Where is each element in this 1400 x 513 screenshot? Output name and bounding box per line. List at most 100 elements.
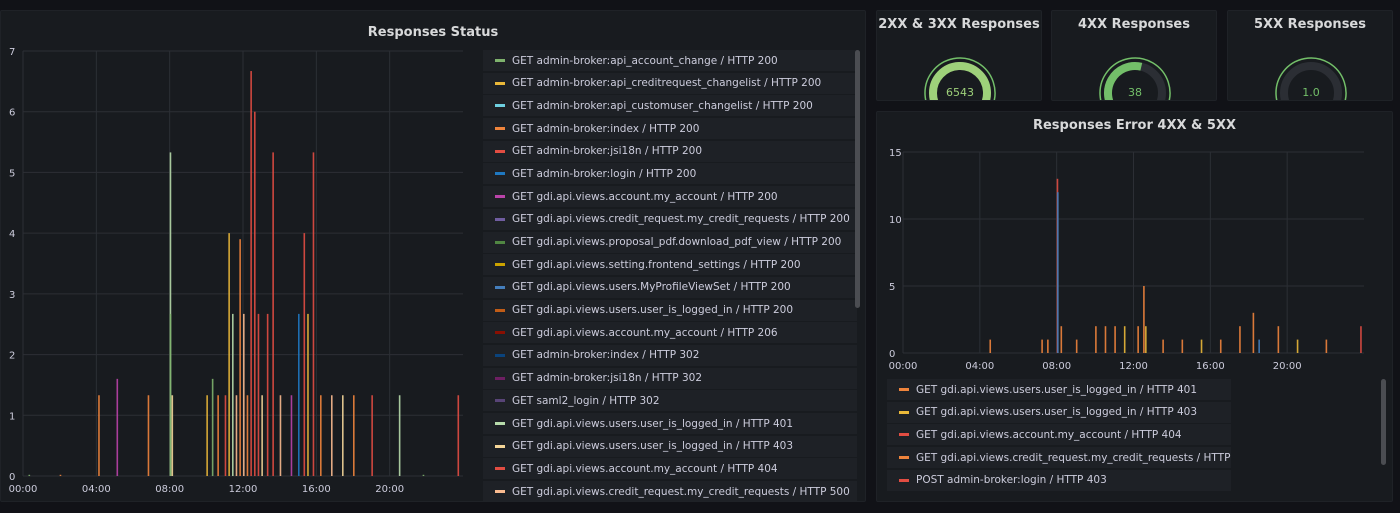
y-tick-label: 4	[9, 229, 15, 240]
x-tick-label: 04:00	[965, 361, 994, 372]
chart-bar	[303, 233, 306, 476]
chart-bar	[1325, 339, 1328, 353]
panel-title: Responses Status	[367, 25, 499, 40]
legend-item[interactable]: GET admin-broker:jsi18n / HTTP 200	[483, 140, 857, 162]
legend-item[interactable]: GET gdi.api.views.proposal_pdf.download_…	[483, 231, 857, 253]
chart-bar	[457, 395, 460, 476]
gauge-value: 38	[1128, 86, 1142, 99]
legend-item[interactable]: GET gdi.api.views.users.user_is_logged_i…	[483, 435, 857, 457]
chart-bar	[1143, 286, 1145, 353]
legend-label: GET admin-broker:api_customuser_changeli…	[512, 99, 813, 112]
legend-item[interactable]: GET gdi.api.views.users.user_is_logged_i…	[887, 401, 1231, 423]
legend-label: POST admin-broker:login / HTTP 403	[916, 474, 1107, 487]
chart-bar	[239, 239, 241, 476]
legend-item[interactable]: POST admin-broker:login / HTTP 403	[887, 469, 1231, 491]
chart-bar	[1200, 339, 1203, 353]
gauge-threshold-ok	[924, 57, 996, 100]
legend-item[interactable]: GET gdi.api.views.account.my_account / H…	[483, 458, 857, 480]
legend-item[interactable]: GET gdi.api.views.account.my_account / H…	[483, 322, 857, 344]
chart-bar	[147, 395, 150, 476]
legend-swatch	[495, 376, 505, 380]
legend-item[interactable]: GET gdi.api.views.users.user_is_logged_i…	[483, 299, 857, 321]
legend-item[interactable]: GET gdi.api.views.credit_request.my_cred…	[483, 481, 857, 501]
gauge-track	[1280, 62, 1342, 100]
legend-item[interactable]: GET admin-broker:jsi18n / HTTP 302	[483, 367, 857, 389]
legend-label: GET gdi.api.views.users.user_is_logged_i…	[916, 383, 1198, 396]
legend-swatch	[899, 388, 909, 391]
legend-scrollbar[interactable]	[1381, 379, 1386, 465]
chart-bar	[1145, 326, 1147, 353]
chart-bar	[235, 395, 238, 476]
chart-bar	[1047, 339, 1049, 353]
y-tick-label: 3	[9, 290, 15, 301]
chart-bar	[422, 474, 425, 476]
chart-bar	[290, 395, 293, 476]
chart-bar	[353, 395, 355, 476]
legend-label: GET gdi.api.views.users.user_is_logged_i…	[916, 406, 1198, 419]
panel-title: 4XX Responses	[1078, 17, 1190, 32]
legend-item[interactable]: GET admin-broker:api_creditrequest_chang…	[483, 72, 857, 94]
chart-bar	[257, 313, 260, 476]
responses-status-chart: 0 1 2 3 4 5 6 7 00:00 04:00 08:00 12:00 16:00 20:00	[9, 47, 463, 495]
legend-swatch	[495, 104, 505, 108]
chart-bar	[989, 339, 992, 353]
legend-label: GET gdi.api.views.account.my_account / H…	[512, 462, 778, 475]
responses-error-chart: 0 5 10 15 00:00 04:00 08:00 12:00 16:00 20:00	[889, 148, 1364, 372]
legend-item[interactable]: GET gdi.api.views.users.MyProfileViewSet…	[483, 276, 857, 298]
legend-scrollbar[interactable]	[855, 50, 860, 308]
legend-item[interactable]: GET gdi.api.views.account.my_account / H…	[483, 186, 857, 208]
legend-item[interactable]: GET gdi.api.views.users.user_is_logged_i…	[887, 379, 1231, 400]
chart-bar	[342, 395, 344, 476]
legend-item[interactable]: GET admin-broker:api_account_change / HT…	[483, 50, 857, 71]
gauge-5xx-panel: 5XX Responses 1.0	[1227, 10, 1393, 101]
chart-bar	[266, 313, 269, 476]
legend-swatch	[495, 331, 505, 335]
chart-bar	[171, 395, 174, 476]
legend-label: GET gdi.api.views.account.my_account / H…	[512, 326, 778, 339]
chart-bar	[298, 313, 300, 476]
legend-swatch	[495, 263, 505, 267]
y-tick-label: 2	[9, 351, 15, 362]
legend-swatch	[495, 467, 505, 471]
chart-bar	[1360, 326, 1362, 353]
y-tick-label: 15	[889, 148, 902, 159]
legend-item[interactable]: GET saml2_login / HTTP 302	[483, 390, 857, 412]
legend-item[interactable]: GET gdi.api.views.account.my_account / H…	[887, 424, 1231, 446]
responses-error-legend: GET gdi.api.views.users.user_is_logged_i…	[887, 379, 1231, 497]
legend-item[interactable]: GET gdi.api.views.users.user_is_logged_i…	[483, 413, 857, 434]
x-tick-label: 20:00	[1273, 361, 1302, 372]
legend-swatch	[495, 399, 505, 403]
legend-item[interactable]: GET admin-broker:api_customuser_changeli…	[483, 95, 857, 117]
chart-bar	[1123, 326, 1126, 353]
legend-label: GET gdi.api.views.credit_request.my_cred…	[512, 213, 850, 226]
y-tick-label: 5	[889, 282, 895, 293]
legend-label: GET gdi.api.views.users.user_is_logged_i…	[512, 417, 794, 430]
chart-bar	[1137, 326, 1139, 353]
legend-label: GET admin-broker:index / HTTP 302	[512, 349, 700, 362]
legend-swatch	[495, 59, 505, 62]
x-tick-label: 08:00	[1042, 361, 1071, 372]
responses-error-panel: Responses Error 4XX & 5XX 0 5 10 15 00:00 04:…	[876, 111, 1393, 502]
chart-bar	[1239, 326, 1241, 353]
legend-swatch	[495, 149, 505, 153]
legend-item[interactable]: GET admin-broker:index / HTTP 302	[483, 344, 857, 366]
x-tick-label: 12:00	[229, 484, 258, 495]
responses-status-panel: Responses Status 0 1 2 3 4 5 6 7 00:00 04:00 08:00…	[0, 10, 866, 502]
legend-item[interactable]: GET gdi.api.views.credit_request.my_cred…	[887, 447, 1231, 469]
gauge-fill	[1104, 62, 1143, 100]
chart-bar	[250, 71, 252, 477]
gauge-fill	[929, 62, 991, 100]
gauge-4xx-panel: 4XX Responses 38	[1051, 10, 1217, 101]
legend-item[interactable]: GET admin-broker:login / HTTP 200	[483, 163, 857, 185]
chart-bar	[279, 395, 282, 476]
legend-swatch	[495, 217, 505, 221]
legend-item[interactable]: GET admin-broker:index / HTTP 200	[483, 118, 857, 140]
chart-bar	[206, 395, 208, 476]
y-tick-label: 1	[9, 411, 15, 422]
legend-swatch	[899, 410, 909, 414]
legend-item[interactable]: GET gdi.api.views.setting.frontend_setti…	[483, 254, 857, 276]
legend-swatch	[495, 353, 505, 357]
legend-label: GET gdi.api.views.users.user_is_logged_i…	[512, 440, 794, 453]
chart-bar	[116, 378, 119, 476]
legend-item[interactable]: GET gdi.api.views.credit_request.my_cred…	[483, 208, 857, 230]
